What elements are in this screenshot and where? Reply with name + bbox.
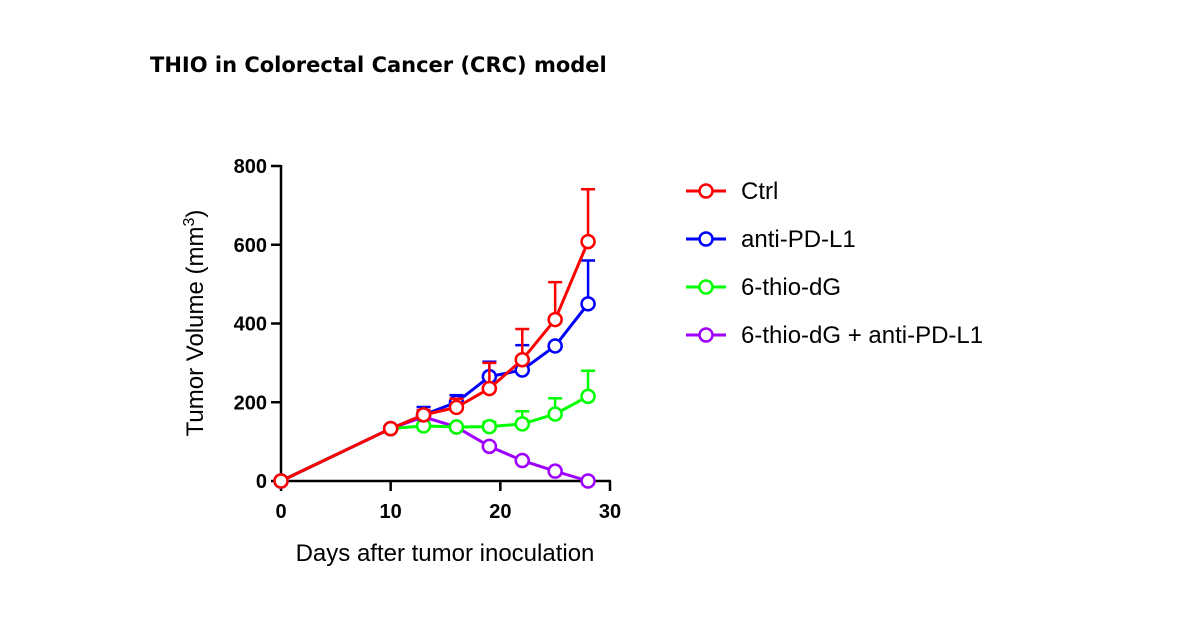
y-tick-label: 600 xyxy=(234,235,267,257)
y-tick-label: 400 xyxy=(234,314,267,336)
data-point xyxy=(580,296,596,312)
plot-series xyxy=(273,187,596,489)
series-ctrl xyxy=(273,187,596,489)
y-axis-label-close: ) xyxy=(182,210,209,218)
series-6-thio-dg-anti-pd-l1 xyxy=(273,409,596,489)
data-point xyxy=(547,463,563,479)
y-axis-label: Tumor Volume (mm3) xyxy=(181,210,209,437)
data-point xyxy=(547,311,563,328)
data-point xyxy=(547,406,563,422)
data-point xyxy=(382,420,399,437)
legend-label: Ctrl xyxy=(741,178,778,205)
x-tick-label: 10 xyxy=(380,501,402,523)
data-point xyxy=(273,473,289,489)
legend-swatch-marker xyxy=(698,231,714,247)
data-point xyxy=(481,380,498,397)
y-axis-label-main: Tumor Volume (mm xyxy=(182,227,209,437)
legend-swatch-marker xyxy=(698,279,714,295)
legend-label: anti-PD-L1 xyxy=(741,226,856,253)
y-tick-label: 200 xyxy=(234,392,267,414)
data-point xyxy=(514,351,531,368)
data-point xyxy=(481,418,498,435)
page-title: THIO in Colorectal Cancer (CRC) model xyxy=(150,53,607,77)
y-tick-label: 800 xyxy=(234,156,267,178)
data-point xyxy=(580,233,596,250)
data-point xyxy=(514,452,531,469)
data-point xyxy=(547,338,563,354)
legend-item: Ctrl xyxy=(686,178,778,205)
x-tick-label: 20 xyxy=(489,501,511,523)
y-tick-label: 0 xyxy=(256,471,267,493)
x-tick-label: 30 xyxy=(599,501,621,523)
legend-item: 6-thio-dG xyxy=(686,274,841,301)
legend-label: 6-thio-dG + anti-PD-L1 xyxy=(741,322,983,349)
legend-item: 6-thio-dG + anti-PD-L1 xyxy=(686,322,983,349)
x-tick-label: 0 xyxy=(275,501,286,523)
x-axis-label: Days after tumor inoculation xyxy=(296,540,595,567)
data-point xyxy=(448,419,465,435)
legend-item: anti-PD-L1 xyxy=(686,226,856,253)
legend: Ctrl anti-PD-L1 6-thio-dG 6-thio-dG + anti-… xyxy=(686,178,983,349)
series-line xyxy=(280,302,590,483)
series-anti-pd-l1 xyxy=(273,259,596,489)
data-point xyxy=(481,438,498,455)
data-point xyxy=(580,388,596,405)
legend-label: 6-thio-dG xyxy=(741,274,841,301)
data-point xyxy=(580,473,596,489)
x-ticks: 0 10 20 30 xyxy=(275,481,621,523)
data-point xyxy=(514,416,531,432)
data-point xyxy=(448,399,465,416)
legend-swatch-marker xyxy=(698,183,714,199)
y-ticks: 0 200 400 600 800 xyxy=(234,156,281,493)
legend-swatch-marker xyxy=(698,327,714,343)
y-axis-label-superscript: 3 xyxy=(181,218,198,227)
chart-axes: 0 200 400 600 800 0 10 20 30 Days after tumor i… xyxy=(181,156,621,567)
data-point xyxy=(415,407,432,423)
series-line xyxy=(280,241,590,483)
